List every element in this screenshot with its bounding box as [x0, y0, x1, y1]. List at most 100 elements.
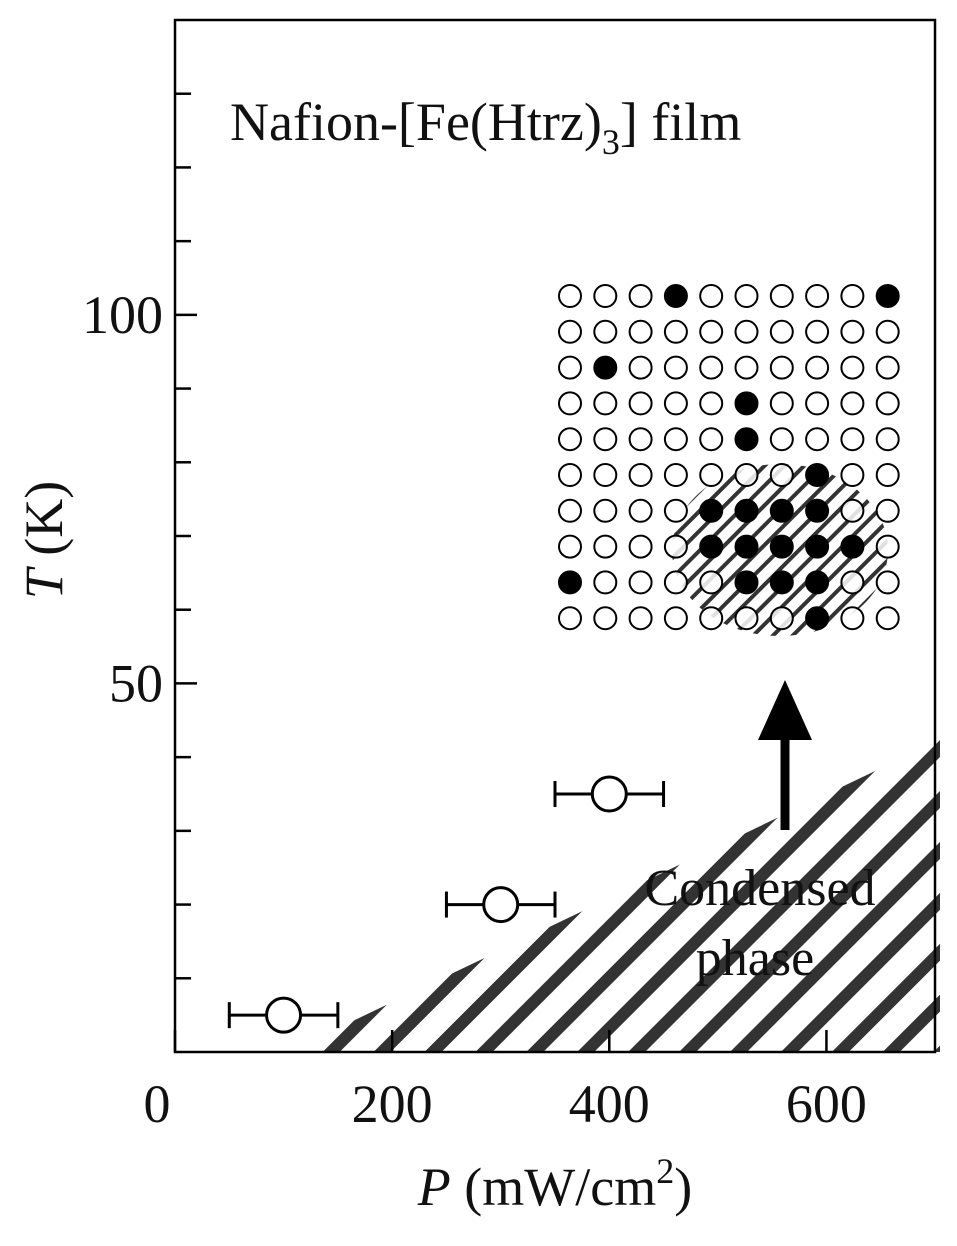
lattice-site [628, 391, 653, 416]
lattice-site [663, 427, 688, 452]
lattice-site [734, 463, 759, 487]
lattice-site [628, 606, 653, 631]
lattice-site [699, 427, 724, 452]
lattice-site [663, 606, 688, 631]
lattice-site [558, 355, 582, 380]
lattice-site [769, 606, 794, 631]
lattice-site [558, 534, 582, 559]
lattice-site [663, 284, 688, 308]
lattice-site [663, 498, 688, 523]
title-subscript: 3 [602, 122, 620, 162]
lattice-site [769, 498, 794, 523]
annotation: Condensed [644, 860, 875, 917]
lattice-site [593, 606, 618, 631]
lattice-site [699, 498, 724, 523]
lattice-site [699, 606, 724, 631]
lattice-site [840, 427, 865, 452]
x-tick-label: 200 [352, 1074, 433, 1134]
lattice-site [593, 355, 618, 380]
lattice-site [734, 355, 759, 380]
y-label-units: (K) [14, 481, 74, 569]
lattice-site [840, 319, 865, 344]
lattice-site [663, 355, 688, 380]
lattice-site [840, 463, 865, 487]
title-end: ] film [620, 92, 741, 152]
lattice-site [734, 427, 759, 452]
lattice-site [769, 319, 794, 344]
lattice-site [840, 534, 865, 559]
lattice-site [875, 606, 900, 631]
lattice-site [699, 284, 724, 308]
lattice-site [734, 570, 759, 595]
lattice-site [734, 534, 759, 559]
lattice-site [558, 319, 582, 344]
lattice-site [699, 319, 724, 344]
lattice-site [840, 355, 865, 380]
arrow-head [758, 680, 812, 740]
x-tick-label: 600 [786, 1074, 867, 1134]
lattice-site [805, 391, 830, 416]
lattice-site [875, 570, 900, 595]
lattice-site [875, 284, 900, 308]
lattice-site [734, 391, 759, 416]
lattice-site [769, 570, 794, 595]
lattice-site [734, 284, 759, 308]
chart-title: Nafion-[Fe(Htrz)3] film [230, 92, 741, 162]
y-label-symbol: T [14, 565, 74, 599]
lattice-site [805, 534, 830, 559]
lattice-site [558, 391, 582, 416]
data-point [482, 886, 520, 924]
lattice-site [805, 570, 830, 595]
lattice-site [628, 498, 653, 523]
lattice-site [628, 570, 653, 595]
lattice-site [628, 284, 653, 308]
lattice-site [699, 391, 724, 416]
x-label-units: (mW/cm [451, 1157, 656, 1217]
lattice-site [840, 498, 865, 523]
lattice-site [699, 355, 724, 380]
lattice-site [593, 319, 618, 344]
lattice-site [875, 355, 900, 380]
lattice-site [805, 355, 830, 380]
lattice-site [558, 284, 582, 308]
lattice-site [593, 498, 618, 523]
lattice-site [805, 319, 830, 344]
x-tick-label: 0 [144, 1074, 171, 1134]
lattice-site [558, 498, 582, 523]
x-label-symbol: P [417, 1157, 451, 1217]
lattice-site [593, 284, 618, 308]
title-text: Nafion-[Fe(Htrz) [230, 92, 602, 152]
lattice-site [663, 319, 688, 344]
lattice-site [875, 427, 900, 452]
lattice-site [663, 391, 688, 416]
lattice-site [558, 570, 582, 595]
lattice-site [699, 463, 724, 487]
lattice-site [558, 463, 582, 487]
lattice-site [628, 463, 653, 487]
lattice-site [628, 427, 653, 452]
lattice-site [769, 463, 794, 487]
lattice-site [734, 498, 759, 523]
lattice-site [840, 284, 865, 308]
x-tick-label: 400 [569, 1074, 650, 1134]
lattice-site [663, 570, 688, 595]
lattice-site [805, 463, 830, 487]
lattice-site [628, 534, 653, 559]
lattice-site [734, 606, 759, 631]
x-axis-label: P (mW/cm2) [417, 1151, 692, 1217]
lattice-site [805, 427, 830, 452]
y-axis-label: T (K) [14, 481, 74, 600]
x-label-end: ) [674, 1157, 692, 1217]
lattice-site [840, 391, 865, 416]
data-point [265, 996, 303, 1034]
lattice-site [734, 319, 759, 344]
lattice-site [840, 570, 865, 595]
plot-area: 0 200 400 600 50 100 [82, 18, 940, 1134]
lattice-site [699, 534, 724, 559]
lattice-site [593, 391, 618, 416]
condensed-region [288, 740, 940, 1052]
lattice-site [840, 606, 865, 631]
lattice-site [593, 534, 618, 559]
lattice-site [805, 498, 830, 523]
lattice-site [663, 463, 688, 487]
